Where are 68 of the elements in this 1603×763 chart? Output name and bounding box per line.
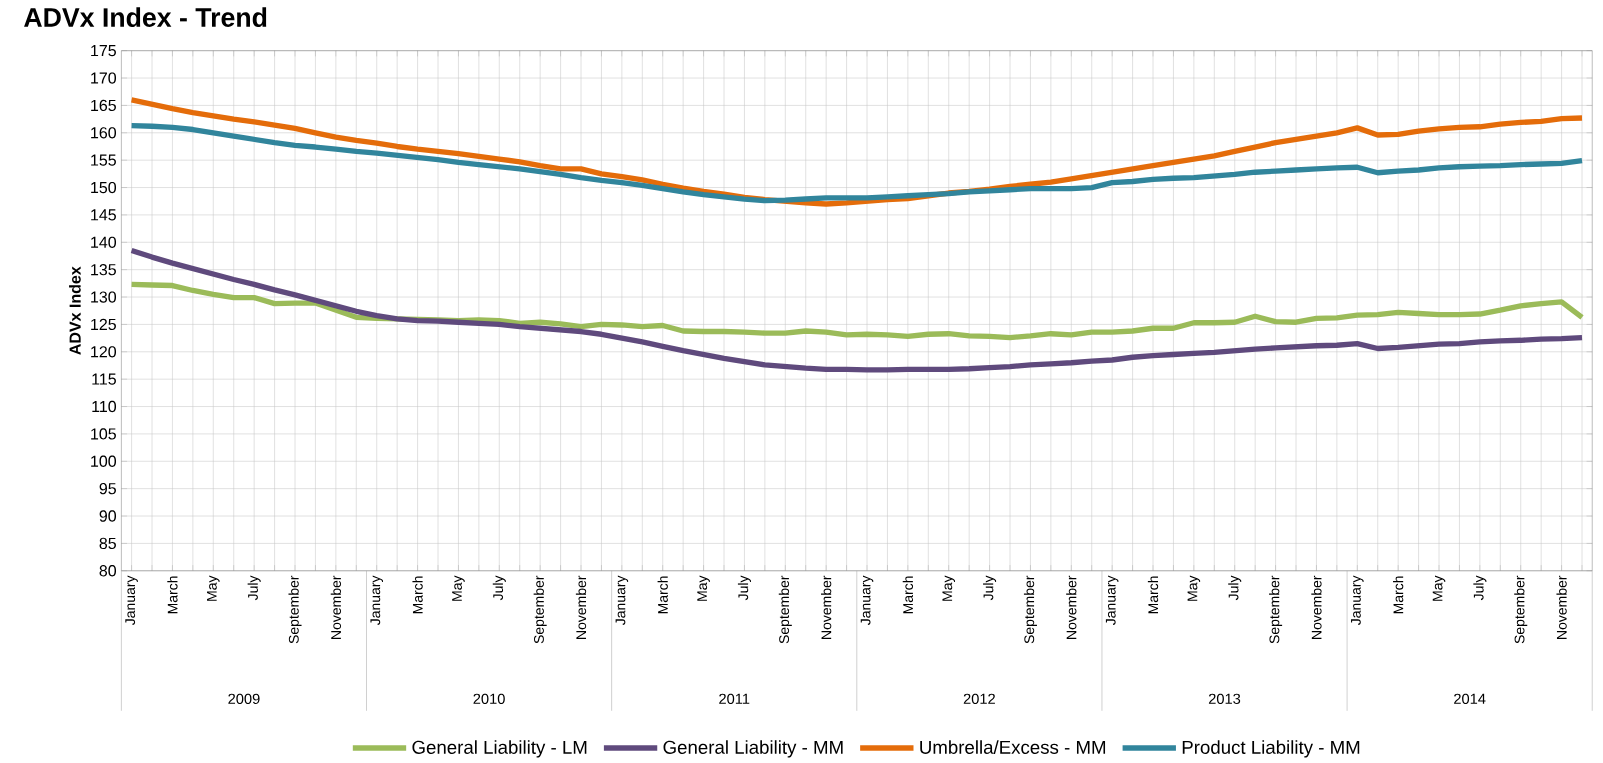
chart-title: ADVx Index - Trend	[24, 7, 267, 28]
x-tick-label: May	[1432, 575, 1446, 601]
x-tick-label: March	[412, 576, 423, 614]
x-tick-label: January	[860, 575, 874, 626]
y-tick-label: 160	[91, 127, 117, 139]
y-tick-label: 105	[91, 428, 116, 440]
y-tick-label: 145	[91, 209, 116, 221]
x-tick-label: November	[330, 575, 342, 640]
y-tick-label: 150	[91, 181, 117, 194]
x-tick-label: March	[902, 576, 914, 614]
x-tick-label: November	[575, 575, 587, 640]
y-tick-label: 110	[92, 400, 117, 413]
text: 2013	[1208, 693, 1241, 705]
x-tick-label: July	[1473, 575, 1487, 601]
text: 2010	[473, 693, 505, 705]
x-tick-label: January	[615, 575, 629, 626]
text: 2012	[963, 693, 995, 705]
x-tick-label: September	[288, 575, 302, 644]
y-tick-label: 175	[91, 45, 116, 57]
x-tick-label: May	[207, 575, 220, 601]
x-tick-label: January	[1351, 575, 1364, 626]
x-tick-label: July	[247, 575, 261, 601]
x-tick-label: May	[942, 575, 955, 601]
y-tick-label: 90	[99, 510, 117, 522]
x-tick-label: January	[1105, 575, 1119, 626]
x-tick-label: September	[1514, 575, 1528, 644]
text: 2014	[1454, 693, 1486, 705]
y-tick-label: 135	[91, 264, 116, 276]
x-tick-label: March	[1393, 576, 1404, 614]
x-tick-label: July	[983, 575, 997, 601]
y-tick-label: 100	[91, 455, 117, 468]
y-tick-label: 80	[99, 565, 117, 577]
y-tick-label: 85	[99, 537, 116, 550]
x-tick-label: March	[1147, 576, 1159, 614]
x-tick-label: May	[452, 575, 465, 601]
x-tick-label: January	[370, 575, 383, 626]
x-tick-label: November	[1066, 575, 1077, 640]
y-tick-label: 165	[91, 99, 116, 112]
legend-label: Umbrella/Excess - MM	[920, 740, 1106, 755]
x-tick-label: September	[778, 575, 792, 644]
x-tick-label: September	[533, 575, 547, 644]
y-tick-label: 115	[92, 373, 116, 385]
y-tick-label: 155	[91, 154, 116, 166]
x-tick-label: November	[821, 575, 832, 640]
y-tick-label: 130	[91, 291, 117, 303]
y-tick-label: 125	[91, 318, 116, 331]
x-tick-label: March	[657, 576, 668, 614]
legend-label: General Liability - MM	[663, 740, 843, 758]
x-tick-label: November	[1311, 575, 1322, 640]
text: 2009	[228, 693, 260, 705]
y-axis-title: ADVx Index	[69, 266, 81, 355]
x-tick-label: July	[1228, 575, 1242, 601]
x-tick-label: July	[737, 575, 751, 601]
x-tick-label: September	[1023, 575, 1037, 644]
x-tick-label: May	[1187, 575, 1201, 601]
legend-label: Product Liability - MM	[1182, 740, 1360, 758]
x-tick-label: July	[492, 575, 506, 601]
legend-label: General Liability - LM	[412, 740, 587, 758]
y-tick-label: 120	[91, 346, 117, 358]
x-tick-label: November	[1556, 575, 1567, 640]
x-tick-label: September	[1269, 575, 1283, 644]
x-tick-label: May	[697, 575, 710, 601]
x-tick-label: January	[125, 575, 138, 626]
y-tick-label: 140	[91, 236, 117, 249]
y-tick-label: 95	[99, 483, 116, 495]
x-tick-label: March	[167, 576, 178, 614]
y-tick-label: 170	[91, 72, 117, 84]
text: 2011	[719, 693, 750, 705]
